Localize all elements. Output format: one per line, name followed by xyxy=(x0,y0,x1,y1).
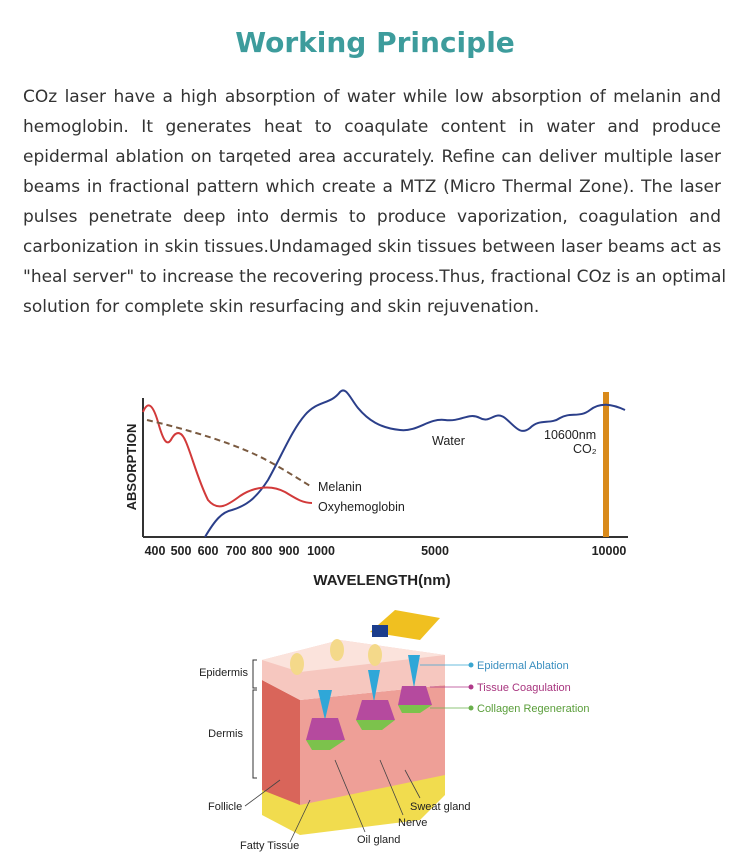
curve-label: Oxyhemoglobin xyxy=(318,500,405,514)
paragraph-line: carbonization in skin tissues.Undamaged … xyxy=(23,237,722,257)
paragraph-line: solution for complete skin resurfacing a… xyxy=(23,297,540,317)
part-label: Fatty Tissue xyxy=(240,840,299,852)
part-label: Follicle xyxy=(208,801,242,813)
paragraph-line: epidermal ablation on tarqeted area accu… xyxy=(23,147,721,167)
x-tick-label: 1000 xyxy=(307,544,335,558)
x-tick-label: 500 xyxy=(171,544,192,558)
x-tick-label: 700 xyxy=(226,544,247,558)
fatty-layer xyxy=(262,770,445,835)
epidermis-top xyxy=(262,640,445,672)
part-label: Nerve xyxy=(398,817,427,829)
part-label: Oil gland xyxy=(357,834,400,846)
layer-label: Epidermis xyxy=(199,667,248,679)
part-label: Sweat gland xyxy=(410,801,471,813)
legend-dot xyxy=(468,684,474,690)
x-tick-label: 5000 xyxy=(421,544,449,558)
paragraph-line: pulses penetrate deep into dermis to pro… xyxy=(23,207,721,227)
laser-columns xyxy=(290,639,432,750)
title: Working Principle xyxy=(235,26,515,59)
x-tick-label: 600 xyxy=(198,544,219,558)
curve-label: Water xyxy=(432,434,465,448)
legend-dot xyxy=(468,705,474,711)
curve-label: Melanin xyxy=(318,480,362,494)
laser-label: CO₂ xyxy=(573,442,597,456)
paragraph-line: beams in fractional pattern which create… xyxy=(23,177,721,197)
paragraph-line: COz laser have a high absorption of wate… xyxy=(23,87,721,107)
melanin-curve xyxy=(146,419,313,488)
paragraph: COz laser have a high absorption of wate… xyxy=(23,82,727,322)
legend-label: Tissue Coagulation xyxy=(477,682,571,694)
x-tick-label: 900 xyxy=(279,544,300,558)
laser-line xyxy=(603,392,609,537)
x-tick-label: 400 xyxy=(145,544,166,558)
bracket xyxy=(252,659,257,779)
laser-label: 10600nm xyxy=(544,428,596,442)
absorption-figure: ABSORPTION WAVELENGTH(nm) 400 500 600 700 80… xyxy=(124,389,628,589)
paragraph-line: "heal server" to increase the recovering… xyxy=(23,267,727,287)
layer-label: Dermis xyxy=(208,728,243,740)
water-curve xyxy=(204,389,626,538)
dermis-front xyxy=(300,685,445,805)
legend-label: Collagen Regeneration xyxy=(477,703,590,715)
x-tick-label: 10000 xyxy=(592,544,627,558)
x-axis-label: WAVELENGTH(nm) xyxy=(313,572,450,589)
leader-lines xyxy=(244,664,470,843)
legend-dot xyxy=(468,662,474,668)
legend-label: Epidermal Ablation xyxy=(477,660,569,672)
skin-figure: Epidermis Dermis Follicle Fatty Tissue O… xyxy=(199,610,590,852)
y-axis-label: ABSORPTION xyxy=(124,424,139,511)
dermis-side xyxy=(262,680,300,805)
oxyhemoglobin-curve xyxy=(142,404,313,508)
handpiece xyxy=(372,625,388,637)
x-tick-label: 800 xyxy=(252,544,273,558)
paragraph-line: hemoglobin. It generates heat to coaqula… xyxy=(23,117,721,137)
